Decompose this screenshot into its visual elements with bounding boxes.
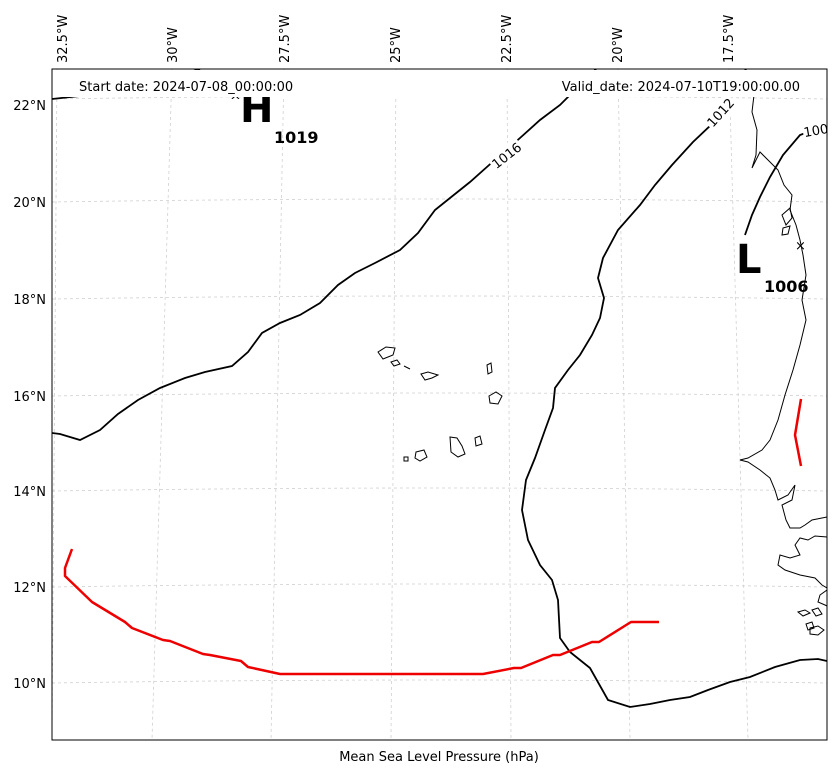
lat-label-16n: 16°N (13, 390, 46, 405)
lon-label-25w: 25°W (389, 27, 404, 63)
low-center-marker: × (795, 239, 806, 254)
storm-tracks (63, 398, 803, 676)
parallel-10n (52, 679, 827, 684)
bissagos-islands (796, 607, 825, 636)
mauritania-island (781, 207, 793, 236)
low-center: L 1006 × (736, 237, 809, 296)
map-frame (51, 68, 828, 741)
lon-label-17-5w: 17.5°W (722, 15, 737, 63)
longitude-labels: 32.5°W 30°W 27.5°W 25°W 22.5°W 20°W 17.5… (56, 15, 737, 63)
meridian-27-5w (270, 69, 285, 740)
coastlines (377, 79, 827, 636)
lat-label-14n: 14°N (13, 485, 46, 500)
parallel-12n (52, 583, 827, 588)
isobar-1012 (521, 69, 827, 708)
high-center-marker: ^ (230, 94, 241, 109)
graticule (52, 69, 827, 740)
lon-label-32-5w: 32.5°W (56, 15, 71, 63)
low-value: 1006 (764, 277, 809, 296)
parallel-22n (52, 95, 827, 100)
cape-verde-coast-b (777, 535, 827, 589)
lat-label-18n: 18°N (13, 293, 46, 308)
lon-label-30w: 30°W (166, 27, 181, 63)
valid-date: Valid_date: 2024-07-10T19:00:00.00 (562, 80, 800, 95)
island-boa-vista (488, 391, 503, 405)
lon-label-27-5w: 27.5°W (278, 15, 293, 63)
isobar-1016 (52, 69, 597, 441)
island-santa-luzia (403, 365, 411, 370)
meridian-30w (151, 69, 173, 740)
map-caption: Mean Sea Level Pressure (hPa) (339, 750, 539, 765)
parallel-20n (52, 198, 827, 203)
start-date: Start date: 2024-07-08_00:00:00 (79, 80, 293, 95)
lat-label-22n: 22°N (13, 99, 46, 114)
island-brava (403, 456, 409, 462)
island-santo-antao (377, 346, 396, 360)
parallel-18n (52, 295, 827, 300)
lat-label-12n: 12°N (13, 581, 46, 596)
guinea-coast (817, 589, 827, 607)
meridian-17-5w (728, 69, 749, 740)
header-band (53, 70, 826, 97)
low-symbol: L (736, 237, 762, 283)
island-sao-nicolau (420, 371, 440, 381)
island-santiago (449, 436, 466, 458)
high-value: 1019 (274, 128, 319, 147)
meridian-20w (617, 69, 631, 740)
meridian-22-5w (506, 69, 512, 740)
parallel-14n (52, 487, 827, 492)
island-fogo (414, 449, 428, 462)
island-sao-vicente (390, 359, 401, 367)
meridian-25w (390, 69, 397, 740)
latitude-labels: 22°N 20°N 18°N 16°N 14°N 12°N 10°N (13, 99, 46, 692)
island-sal (486, 362, 493, 375)
meridian-32-5w (52, 69, 58, 740)
parallel-16n (52, 392, 827, 397)
lat-label-20n: 20°N (13, 196, 46, 211)
track-east (793, 398, 803, 467)
lon-label-20w: 20°W (611, 27, 626, 63)
lon-label-22-5w: 22.5°W (500, 15, 515, 63)
africa-coast (739, 79, 827, 529)
isobar-1008 (744, 124, 827, 236)
lat-label-10n: 10°N (13, 677, 46, 692)
isobars (52, 69, 827, 708)
isobar-label-1008: 100 (803, 122, 830, 141)
island-maio (474, 435, 483, 447)
track-west (63, 548, 659, 676)
